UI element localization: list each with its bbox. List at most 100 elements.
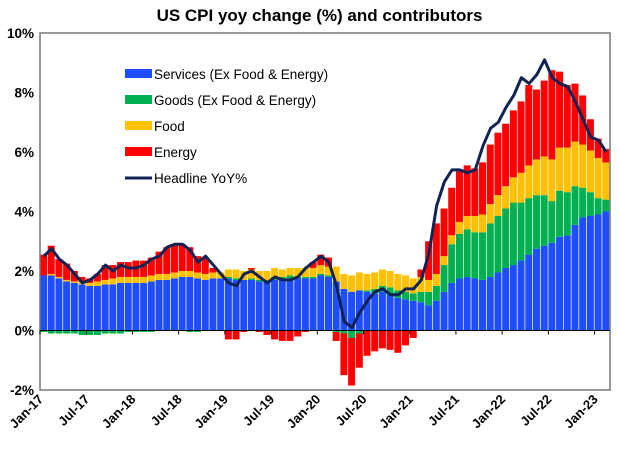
bar-services-ex-food-energy-53 [448,282,456,331]
bar-food-13 [140,276,148,283]
bar-services-ex-food-energy-55 [463,276,471,331]
bar-energy-34 [301,330,309,332]
bar-services-ex-food-energy-69 [571,224,579,331]
bar-services-ex-food-energy-3 [63,281,71,331]
bar-goods-ex-food-energy-60 [502,208,510,269]
bar-energy-40 [348,337,356,386]
bar-food-24 [224,269,232,277]
bar-services-ex-food-energy-35 [309,278,317,331]
bar-energy-62 [517,101,525,173]
bar-services-ex-food-energy-66 [548,242,556,331]
bar-services-ex-food-energy-58 [486,276,494,331]
bar-food-41 [355,272,363,291]
x-tick-label: Jan-23 [561,392,601,432]
bar-energy-8 [101,265,109,280]
bar-services-ex-food-energy-27 [247,279,255,331]
bar-goods-ex-food-energy-28 [255,279,263,282]
bar-energy-26 [240,330,248,332]
bar-goods-ex-food-energy-0 [40,330,47,332]
bar-services-ex-food-energy-14 [147,281,155,331]
bar-goods-ex-food-energy-29 [263,279,271,282]
headline-line-layer [42,58,608,330]
y-tick-label: 0% [14,324,34,339]
bar-goods-ex-food-energy-13 [140,330,148,332]
bar-services-ex-food-energy-13 [140,282,148,331]
bar-goods-ex-food-energy-70 [579,187,587,218]
legend-swatch [125,69,152,78]
bar-energy-5 [78,276,86,282]
bar-energy-51 [432,223,440,274]
bar-energy-69 [571,83,579,142]
plot-frame [39,32,611,391]
bar-services-ex-food-energy-65 [540,245,548,331]
bar-food-17 [170,272,178,279]
bar-food-52 [440,256,448,266]
bar-energy-13 [140,260,148,277]
bar-services-ex-food-energy-61 [509,265,517,331]
bar-services-ex-food-energy-54 [455,278,463,331]
x-tick-label: Jul-22 [517,392,554,429]
bar-goods-ex-food-energy-50 [425,291,433,306]
bar-food-34 [301,268,309,277]
bar-food-68 [563,147,571,193]
bar-food-10 [117,276,125,283]
bar-energy-16 [163,247,171,274]
bar-food-47 [402,275,410,292]
bar-energy-20 [194,256,202,273]
y-tick-label: 2% [14,264,34,279]
legend-label: Services (Ex Food & Energy) [154,67,328,82]
bar-services-ex-food-energy-17 [170,278,178,331]
bar-food-70 [579,144,587,188]
bar-services-ex-food-energy-38 [332,281,340,331]
bar-goods-ex-food-energy-51 [432,285,440,301]
bar-energy-57 [479,162,487,215]
bar-goods-ex-food-energy-52 [440,265,448,292]
bar-goods-ex-food-energy-62 [517,202,525,261]
bar-services-ex-food-energy-19 [186,276,194,331]
bar-food-29 [263,271,271,280]
bar-food-61 [509,177,517,203]
bar-energy-24 [224,330,232,340]
bars-layer [40,70,610,386]
bar-food-56 [471,215,479,233]
bar-energy-72 [594,138,602,158]
bar-goods-ex-food-energy-3 [63,330,71,334]
bar-energy-52 [440,208,448,257]
bar-goods-ex-food-energy-11 [124,330,132,332]
bar-goods-ex-food-energy-69 [571,186,579,225]
bar-food-21 [201,273,209,280]
bar-energy-21 [201,257,209,274]
bar-food-9 [109,278,117,285]
bar-food-15 [155,273,163,280]
legend-swatch [125,95,152,104]
bar-services-ex-food-energy-50 [425,305,433,331]
legend-label: Goods (Ex Food & Energy) [154,93,316,108]
bar-food-43 [371,272,379,289]
bar-services-ex-food-energy-28 [255,281,263,331]
bar-food-53 [448,235,456,245]
x-tick-label: Jul-18 [148,392,185,429]
bar-food-7 [93,281,101,286]
chart-title: US CPI yoy change (%) and contributors [156,6,483,25]
bar-services-ex-food-energy-4 [70,282,78,331]
legend-swatch [125,121,152,130]
x-tick-label: Jan-21 [376,392,416,432]
bar-goods-ex-food-energy-36 [317,273,325,276]
bar-energy-22 [209,268,217,273]
bar-goods-ex-food-energy-9 [109,330,117,334]
bar-energy-28 [255,330,263,332]
bar-services-ex-food-energy-42 [363,291,371,331]
bar-energy-2 [55,259,63,277]
bar-energy-27 [247,268,255,270]
bar-energy-43 [371,330,379,352]
legend-swatch [125,147,152,156]
bar-goods-ex-food-energy-7 [93,330,101,335]
x-tick-label: Jan-18 [99,392,139,432]
bar-goods-ex-food-energy-2 [55,330,63,334]
bar-goods-ex-food-energy-32 [286,275,294,279]
bar-services-ex-food-energy-15 [155,279,163,331]
bar-energy-45 [386,330,394,350]
bar-goods-ex-food-energy-53 [448,244,456,283]
bar-goods-ex-food-energy-63 [525,198,533,255]
x-tick-label: Jul-17 [55,392,92,429]
